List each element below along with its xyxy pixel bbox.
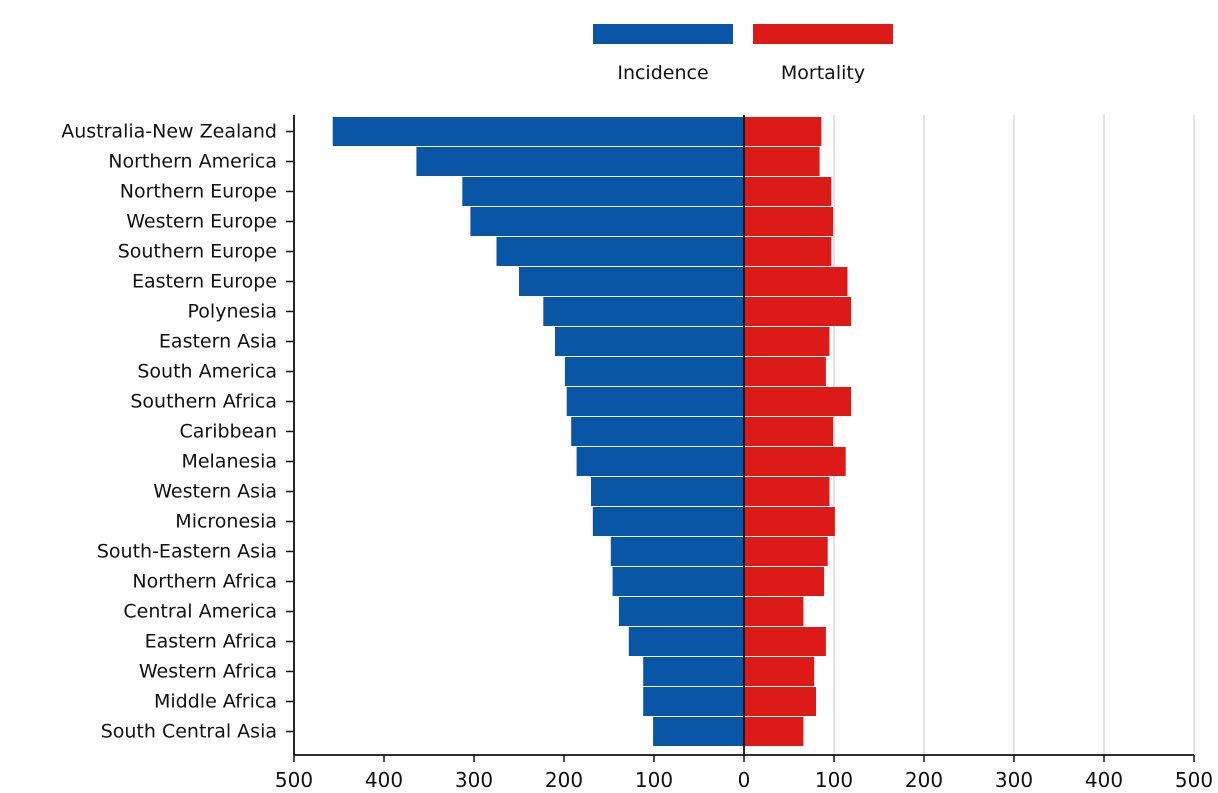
category-label: Micronesia: [175, 511, 277, 533]
incidence-bar: [564, 357, 744, 386]
category-label: South-Eastern Asia: [97, 541, 277, 563]
incidence-bar: [462, 177, 744, 206]
mortality-bars: [744, 117, 852, 746]
category-label: Middle Africa: [154, 691, 277, 713]
category-label: Southern Africa: [130, 391, 277, 413]
incidence-bar: [628, 627, 744, 656]
mortality-bar: [744, 357, 826, 386]
category-label: Northern Europe: [120, 181, 277, 203]
legend-label-incidence: Incidence: [617, 62, 708, 84]
mortality-bar: [744, 567, 825, 596]
x-tick-label: 0: [738, 768, 751, 792]
mortality-bar: [744, 657, 815, 686]
axes: [286, 115, 1195, 762]
incidence-bar: [610, 537, 744, 566]
incidence-bars: [332, 117, 744, 746]
incidence-bar: [592, 507, 744, 536]
x-tick-label: 500: [275, 768, 313, 792]
x-tick-label: 400: [1085, 768, 1123, 792]
mortality-bar: [744, 417, 834, 446]
category-label: South America: [137, 361, 277, 383]
x-tick-label: 400: [365, 768, 403, 792]
x-tick-label: 100: [815, 768, 853, 792]
mortality-bar: [744, 507, 835, 536]
mortality-bar: [744, 537, 828, 566]
mortality-bar: [744, 267, 848, 296]
category-label: South Central Asia: [101, 721, 277, 743]
incidence-bar: [571, 417, 744, 446]
incidence-bar: [643, 687, 744, 716]
incidence-bar: [612, 567, 744, 596]
mortality-bar: [744, 147, 820, 176]
x-tick-label: 100: [635, 768, 673, 792]
category-label: Australia-New Zealand: [61, 121, 277, 143]
mortality-bar: [744, 327, 830, 356]
x-tick-label: 500: [1175, 768, 1213, 792]
incidence-bar: [416, 147, 744, 176]
incidence-bar: [543, 297, 744, 326]
incidence-bar: [576, 447, 744, 476]
x-tick-label: 200: [905, 768, 943, 792]
category-label: Melanesia: [181, 451, 277, 473]
incidence-bar: [470, 207, 744, 236]
incidence-bar: [555, 327, 744, 356]
x-tick-label: 300: [455, 768, 493, 792]
incidence-bar: [643, 657, 744, 686]
category-label: Western Asia: [153, 481, 277, 503]
x-tick-label: 200: [545, 768, 583, 792]
category-labels: Australia-New Zealand Northern America Nor…: [61, 121, 277, 743]
incidence-bar: [618, 597, 744, 626]
incidence-bar: [566, 387, 744, 416]
mortality-bar: [744, 627, 826, 656]
category-label: Polynesia: [188, 301, 277, 323]
category-label: Western Europe: [126, 211, 277, 233]
mortality-bar: [744, 207, 834, 236]
mortality-bar: [744, 717, 804, 746]
mortality-bar: [744, 477, 830, 506]
mortality-bar: [744, 297, 852, 326]
category-label: Eastern Europe: [132, 271, 277, 293]
mortality-bar: [744, 687, 816, 716]
incidence-bar: [591, 477, 744, 506]
incidence-bar: [496, 237, 744, 266]
category-label: Southern Europe: [118, 241, 277, 263]
mortality-bar: [744, 117, 822, 146]
category-label: Eastern Africa: [145, 631, 277, 653]
legend-swatch-mortality: [753, 24, 893, 44]
legend: Incidence Mortality: [593, 24, 893, 84]
category-label: Northern Africa: [132, 571, 277, 593]
mortality-bar: [744, 387, 852, 416]
incidence-bar: [653, 717, 744, 746]
mortality-bar: [744, 447, 846, 476]
category-label: Western Africa: [139, 661, 277, 683]
category-label: Eastern Asia: [159, 331, 277, 353]
category-label: Caribbean: [180, 421, 278, 443]
x-tick-labels: 500 400 300 200 100 0 100 200 300 400 500: [275, 768, 1213, 792]
mortality-bar: [744, 237, 832, 266]
legend-swatch-incidence: [593, 24, 733, 44]
incidence-bar: [519, 267, 744, 296]
mortality-bar: [744, 597, 804, 626]
mortality-bar: [744, 177, 832, 206]
grid-lines: [833, 115, 1195, 755]
incidence-bar: [332, 117, 744, 146]
category-label: Northern America: [108, 151, 277, 173]
x-tick-label: 300: [995, 768, 1033, 792]
category-label: Central America: [123, 601, 277, 623]
legend-label-mortality: Mortality: [781, 62, 865, 84]
